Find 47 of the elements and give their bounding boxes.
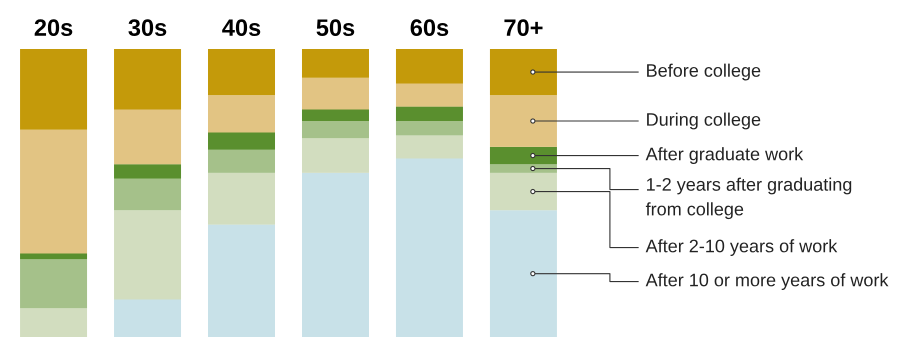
- bar: [208, 172, 276, 225]
- bar: [20, 49, 88, 130]
- bar: [490, 164, 557, 173]
- x-tick-label: 70+: [504, 19, 543, 36]
- bar: [302, 109, 369, 121]
- bar: [114, 300, 182, 337]
- bar: [20, 308, 88, 337]
- bar: [208, 224, 276, 337]
- bar: [208, 49, 276, 96]
- bar: [302, 138, 369, 173]
- x-tick-label: 20s: [34, 19, 72, 36]
- bar: [396, 84, 463, 107]
- bar: [208, 95, 276, 133]
- bar: [396, 158, 463, 337]
- bar: [396, 49, 463, 84]
- x-tick-label: 60s: [410, 19, 448, 36]
- bar: [20, 259, 88, 308]
- text: After graduate work: [646, 147, 804, 164]
- bar: [490, 146, 557, 164]
- bar: [396, 135, 463, 158]
- text: After 2-10 years of work: [646, 239, 838, 256]
- bar: [490, 49, 557, 96]
- text: After 10 or more years of work: [646, 273, 888, 290]
- bar: [302, 78, 369, 110]
- bar: [208, 132, 276, 150]
- bar: [20, 130, 88, 254]
- bar: [114, 109, 182, 164]
- bar: [490, 172, 557, 210]
- bar: [114, 164, 182, 179]
- bar: [396, 121, 463, 136]
- text: During college: [647, 112, 760, 130]
- bar: [396, 106, 463, 121]
- bar: [302, 121, 369, 138]
- text: 1-2 years after graduating from college: [646, 178, 852, 220]
- bar: [490, 210, 557, 337]
- bar: [114, 210, 182, 300]
- bar: [302, 172, 369, 337]
- bar: [490, 95, 557, 147]
- x-tick-label: 30s: [128, 19, 166, 36]
- bar: [208, 150, 276, 173]
- bar: [114, 178, 182, 210]
- bar: [114, 49, 182, 110]
- x-tick-label: 50s: [316, 19, 354, 36]
- x-tick-label: 40s: [222, 19, 260, 36]
- bar: [20, 253, 88, 260]
- text: Before college: [647, 64, 760, 80]
- bar: [302, 49, 369, 78]
